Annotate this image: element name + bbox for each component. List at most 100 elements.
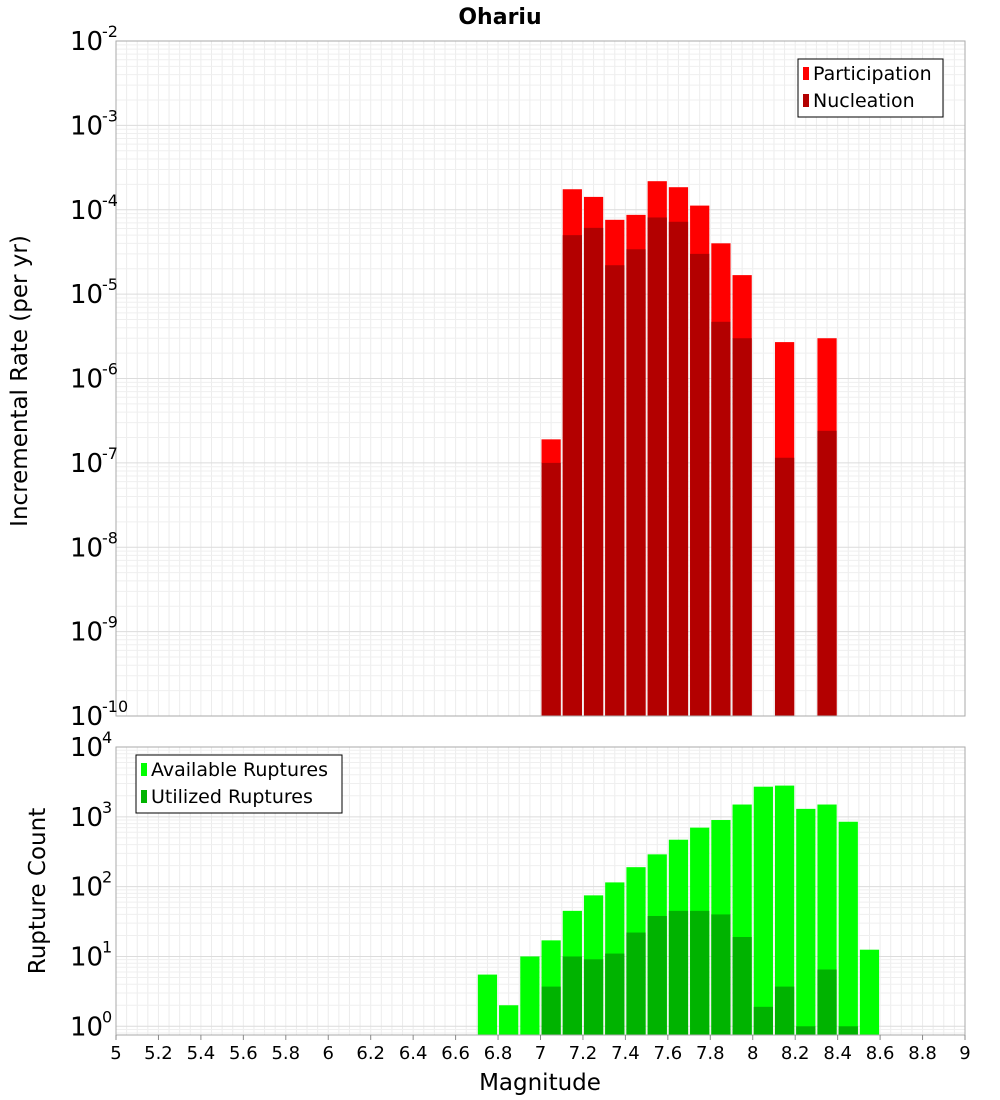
rate-bar-nucleation <box>626 249 646 716</box>
x-tick-label: 8 <box>747 1043 758 1064</box>
x-tick-label: 5 <box>110 1043 121 1064</box>
x-tick-label: 7.6 <box>654 1043 683 1064</box>
x-tick-label: 5.2 <box>144 1043 173 1064</box>
rate-bar-nucleation <box>690 253 710 716</box>
rate-bar-nucleation <box>668 221 689 716</box>
x-tick-label: 9 <box>959 1043 970 1064</box>
rate-y-tick-base: 10 <box>70 111 103 141</box>
x-tick-label: 5.6 <box>229 1043 258 1064</box>
rate-legend-label: Participation <box>813 63 932 85</box>
rate-y-tick-exponent: -10 <box>102 697 128 716</box>
count-bar-utilized-ruptures <box>583 959 604 1035</box>
x-tick-label: 5.4 <box>187 1043 216 1064</box>
x-tick-label: 7.2 <box>569 1043 598 1064</box>
count-y-tick-base: 10 <box>70 803 103 833</box>
x-axis-title: Magnitude <box>479 1070 601 1096</box>
rate-legend-box <box>797 58 944 118</box>
x-tick-label: 6.8 <box>484 1043 513 1064</box>
count-y-tick-exponent: 1 <box>102 937 112 956</box>
count-bar-utilized-ruptures <box>562 956 582 1035</box>
rate-plot-frame <box>115 40 966 717</box>
rate-y-axis-title: Incremental Rate (per yr) <box>7 235 33 527</box>
rate-legend: Participation Nucleation <box>797 58 944 118</box>
count-legend-label: Available Ruptures <box>151 759 328 781</box>
rate-bar-nucleation <box>583 227 604 716</box>
count-bar-available-ruptures <box>838 821 858 1035</box>
count-bar-utilized-ruptures <box>817 969 837 1035</box>
count-bar-available-ruptures <box>753 786 773 1035</box>
count-bar-available-ruptures <box>796 808 816 1035</box>
rate-bar-nucleation <box>541 462 561 716</box>
rate-y-tick-base: 10 <box>70 533 103 563</box>
rate-y-tick-exponent: -5 <box>102 275 118 294</box>
count-bar-utilized-ruptures <box>668 910 689 1035</box>
rate-y-tick-exponent: -6 <box>102 360 118 379</box>
rate-bars <box>541 181 837 717</box>
count-legend-label: Utilized Ruptures <box>151 786 313 808</box>
count-bar-utilized-ruptures <box>838 1026 858 1035</box>
count-bar-available-ruptures <box>499 1005 519 1035</box>
count-bar-available-ruptures <box>520 956 540 1035</box>
rate-legend-label: Nucleation <box>813 90 915 112</box>
count-bars <box>477 785 880 1035</box>
rate-y-tick-exponent: -2 <box>102 22 118 41</box>
rate-bar-nucleation <box>732 338 752 716</box>
x-tick-label: 7.4 <box>611 1043 640 1064</box>
rate-y-tick-exponent: -4 <box>102 191 118 210</box>
rate-grid <box>115 41 966 717</box>
chart-title: Ohariu <box>458 5 541 30</box>
rate-bar-nucleation <box>605 265 625 716</box>
count-bar-utilized-ruptures <box>647 915 667 1035</box>
count-legend-swatch <box>141 763 147 776</box>
count-bar-utilized-ruptures <box>711 914 731 1035</box>
rate-y-tick-exponent: -3 <box>102 106 118 125</box>
count-y-tick-exponent: 2 <box>102 868 112 887</box>
rate-y-tick-exponent: -8 <box>102 528 118 547</box>
count-bar-utilized-ruptures <box>605 953 625 1035</box>
count-y-tick-base: 10 <box>70 942 103 972</box>
count-y-axis-title: Rupture Count <box>25 808 51 974</box>
count-y-tick-base: 10 <box>70 1012 103 1042</box>
count-bar-available-ruptures <box>477 974 498 1035</box>
rate-bar-nucleation <box>647 217 667 717</box>
count-y-tick-exponent: 3 <box>102 798 112 817</box>
x-tick-label: 8.6 <box>866 1043 895 1064</box>
count-bar-utilized-ruptures <box>753 1006 773 1035</box>
rate-y-tick-base: 10 <box>70 618 103 648</box>
count-legend-box <box>135 754 343 814</box>
rate-y-tick-base: 10 <box>70 27 103 57</box>
rate-y-tick-base: 10 <box>70 196 103 226</box>
rate-bar-nucleation <box>711 321 731 716</box>
count-bar-utilized-ruptures <box>774 986 795 1035</box>
count-legend: Available Ruptures Utilized Ruptures <box>135 754 343 814</box>
x-tick-label: 7.8 <box>696 1043 725 1064</box>
rate-bar-nucleation <box>562 235 582 716</box>
x-tick-label: 7 <box>535 1043 546 1064</box>
rate-bar-nucleation <box>774 457 795 716</box>
rate-y-tick-base: 10 <box>70 449 103 479</box>
x-tick-label: 8.4 <box>823 1043 852 1064</box>
x-tick-label: 6.2 <box>356 1043 385 1064</box>
rate-legend-swatch <box>803 94 809 107</box>
count-bar-available-ruptures <box>859 949 880 1035</box>
x-tick-label: 8.2 <box>781 1043 810 1064</box>
rate-y-tick-base: 10 <box>70 702 103 732</box>
count-bar-utilized-ruptures <box>626 932 646 1035</box>
x-tick-label: 6.4 <box>399 1043 428 1064</box>
rate-y-tick-exponent: -7 <box>102 444 118 463</box>
count-bar-utilized-ruptures <box>796 1026 816 1035</box>
rate-legend-swatch <box>803 67 809 80</box>
x-tick-label: 8.8 <box>908 1043 937 1064</box>
x-axis-ticks: 5 5.2 5.4 5.6 5.8 6 6.2 6.4 6.6 6.8 7 7.2 7.4 7.6 7.8 8… <box>110 1035 971 1064</box>
rate-y-tick-base: 10 <box>70 365 103 395</box>
count-bar-utilized-ruptures <box>541 986 561 1035</box>
x-tick-label: 6.6 <box>441 1043 470 1064</box>
x-tick-label: 5.8 <box>271 1043 300 1064</box>
x-tick-label: 6 <box>323 1043 334 1064</box>
count-bar-utilized-ruptures <box>690 910 710 1035</box>
